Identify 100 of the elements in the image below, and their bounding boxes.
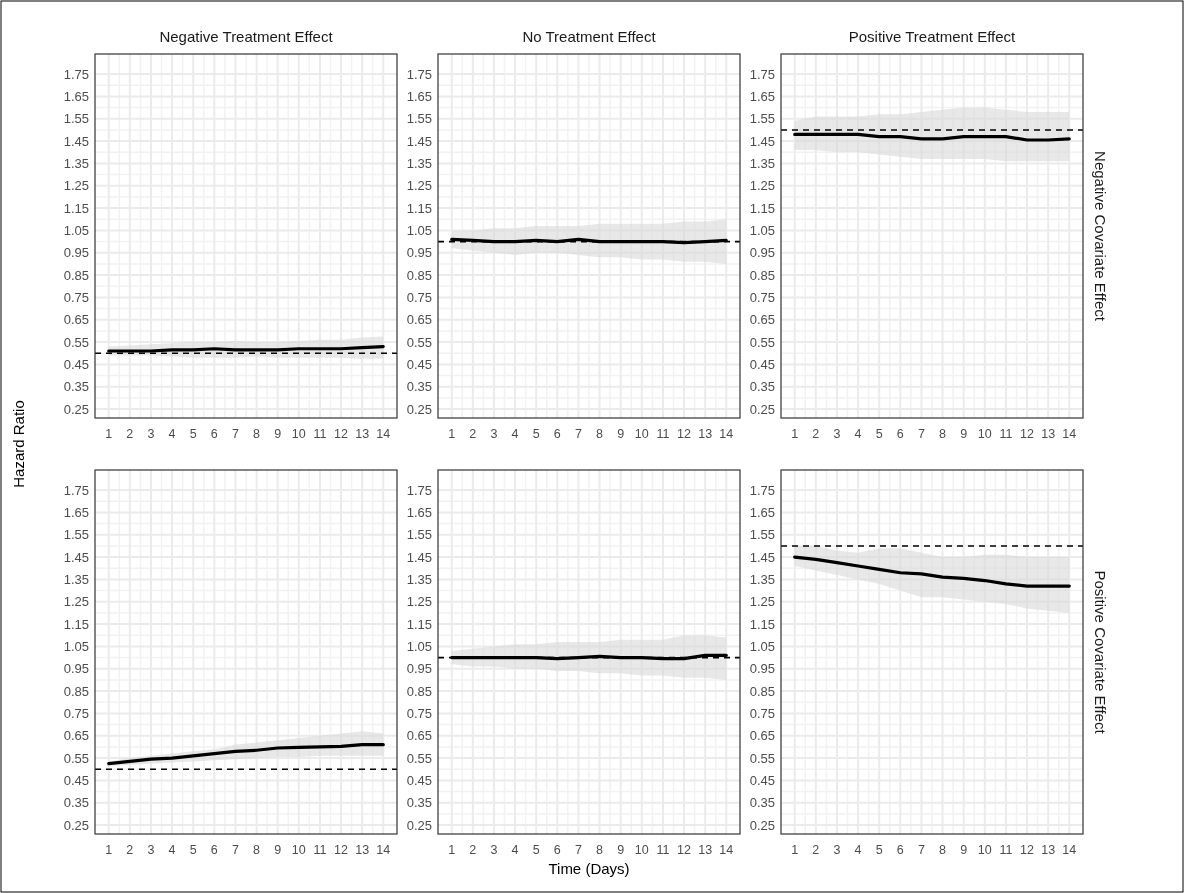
y-tick-label: 1.55 [749,111,775,127]
x-tick-label: 2 [469,427,477,441]
y-tick-label: 1.65 [749,504,775,520]
line-series [107,743,385,766]
x-tick-label: 3 [490,843,498,857]
y-tick-label: 1.05 [406,638,432,654]
x-tick-label: 3 [490,427,498,441]
x-tick-label: 4 [854,843,862,857]
y-tick-label: 0.25 [749,401,775,417]
x-tick-label: 13 [698,843,713,857]
y-tick-label: 0.75 [63,705,89,721]
x-tick-label: 1 [448,843,456,857]
x-tick-label: 9 [274,843,282,857]
chart-title: Negative Treatment Effect [159,28,334,45]
x-tick-label: 3 [833,843,841,857]
x-tick-label: 4 [168,427,176,441]
y-tick-label: 0.95 [63,245,89,261]
y-tick-label: 1.15 [63,616,89,632]
y-tick-label: 1.35 [406,571,432,587]
y-tick-label: 0.45 [749,356,775,372]
x-tick-label: 10 [977,843,992,857]
x-tick-label: 11 [656,843,670,857]
y-tick-label: 0.65 [63,312,89,328]
y-tick-label: 0.65 [749,312,775,328]
x-tick-label: 4 [511,843,519,857]
y-tick-label: 1.55 [63,527,89,543]
y-tick-label: 0.85 [63,267,89,283]
x-tick-label: 13 [355,843,370,857]
y-tick-label: 0.55 [406,334,432,350]
x-tick-label: 10 [634,843,649,857]
y-tick-label: 1.05 [63,638,89,654]
x-tick-label: 10 [977,427,992,441]
x-tick-label: 5 [532,427,540,441]
y-tick-label: 0.75 [406,705,432,721]
y-tick-label: 0.45 [406,772,432,788]
x-tick-label: 7 [917,843,925,857]
x-tick-label: 3 [147,427,155,441]
x-tick-label: 5 [875,843,883,857]
y-tick-label: 0.85 [406,267,432,283]
x-tick-label: 5 [189,843,197,857]
y-tick-label: 0.35 [63,795,89,811]
x-tick-label: 7 [231,427,239,441]
y-tick-label: 0.85 [749,683,775,699]
y-tick-label: 0.65 [749,728,775,744]
y-tick-label: 0.65 [406,728,432,744]
x-tick-label: 12 [677,427,692,441]
y-tick-label: 1.25 [63,594,89,610]
y-tick-label: 0.55 [749,750,775,766]
y-tick-label: 0.45 [63,356,89,372]
y-tick-label: 1.25 [406,594,432,610]
x-tick-label: 8 [596,427,604,441]
y-tick-label: 1.45 [406,549,432,565]
x-tick-label: 14 [376,843,391,857]
y-tick-label: 0.85 [749,267,775,283]
x-tick-label: 8 [253,843,261,857]
y-tick-label: 0.45 [406,356,432,372]
x-tick-label: 2 [469,843,477,857]
y-tick-label: 0.45 [749,772,775,788]
x-tick-label: 7 [917,427,925,441]
x-tick-label: 9 [960,843,968,857]
x-tick-label: 3 [147,843,155,857]
y-tick-label: 1.45 [749,133,775,149]
y-tick-label: 0.95 [406,245,432,261]
x-tick-label: 4 [854,427,862,441]
y2-axis-title: Negative Covariate Effect [1092,151,1109,322]
x-tick-label: 11 [313,843,327,857]
y-tick-label: 1.75 [63,482,89,498]
y-tick-label: 1.35 [63,571,89,587]
y-tick-label: 1.15 [749,616,775,632]
x-tick-label: 7 [574,427,582,441]
x-tick-label: 12 [334,427,349,441]
y-tick-label: 1.65 [406,88,432,104]
y-tick-label: 1.15 [406,616,432,632]
x-tick-label: 14 [1062,843,1077,857]
y-tick-label: 1.45 [63,549,89,565]
x-tick-label: 8 [596,843,604,857]
y-tick-label: 1.65 [63,88,89,104]
x-tick-label: 4 [168,843,176,857]
y-tick-label: 0.25 [406,401,432,417]
y-tick-label: 1.35 [749,155,775,171]
x-tick-label: 4 [511,427,519,441]
x-tick-label: 6 [553,843,561,857]
y-tick-label: 1.75 [749,482,775,498]
x-tick-label: 12 [1020,843,1035,857]
x-tick-label: 6 [553,427,561,441]
y-tick-label: 0.95 [63,661,89,677]
y-tick-label: 0.35 [406,379,432,395]
x-tick-label: 13 [698,427,713,441]
y-tick-label: 1.75 [63,66,89,82]
x-tick-label: 14 [376,427,391,441]
y-tick-label: 1.55 [406,111,432,127]
y-tick-label: 1.25 [63,178,89,194]
y-tick-label: 0.55 [406,750,432,766]
y-tick-label: 1.05 [749,222,775,238]
x-tick-label: 2 [812,427,820,441]
x-tick-label: 9 [960,427,968,441]
y-tick-label: 1.55 [749,527,775,543]
y-tick-label: 1.55 [63,111,89,127]
x-tick-label: 11 [999,427,1013,441]
x-tick-label: 9 [617,843,625,857]
